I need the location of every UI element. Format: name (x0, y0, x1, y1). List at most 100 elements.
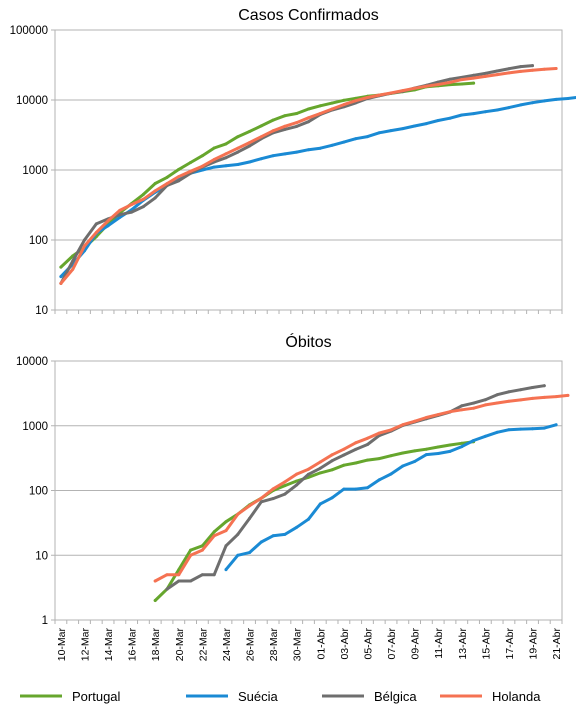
data-point-holanda (165, 182, 169, 186)
data-point-holanda (295, 472, 299, 476)
data-point-holanda (212, 534, 216, 538)
data-point-holanda (283, 124, 287, 128)
data-point-suecia (424, 122, 428, 126)
x-tick-label: 15-Abr (480, 627, 492, 659)
data-point-holanda (236, 512, 240, 516)
data-point-suecia (283, 152, 287, 156)
data-point-belgica (307, 120, 310, 124)
x-tick-label: 11-Abr (433, 628, 445, 659)
data-point-suecia (318, 502, 322, 506)
data-point-suecia (307, 148, 310, 152)
data-point-suecia (271, 534, 275, 538)
data-point-belgica (283, 492, 287, 496)
chart-panel-1: Casos Confirmados 10 100 1000 10000 100000 (10, 7, 576, 317)
data-point-holanda (236, 146, 240, 150)
data-point-suecia (200, 168, 204, 172)
data-point-holanda (413, 86, 417, 90)
data-point-belgica (460, 404, 464, 408)
data-point-suecia (354, 137, 358, 141)
data-point-portugal (212, 146, 216, 150)
data-point-holanda (495, 401, 499, 405)
y-tick-label: 10000 (16, 95, 48, 107)
data-point-portugal (271, 118, 275, 122)
data-point-suecia (318, 146, 322, 150)
data-point-suecia (377, 478, 381, 482)
data-point-suecia (542, 99, 546, 103)
data-point-portugal (318, 471, 322, 475)
data-point-holanda (401, 89, 405, 93)
x-tick-label: 05-Abr (362, 627, 374, 659)
data-point-suecia (330, 496, 334, 500)
y-tick-label: 1000 (22, 421, 48, 433)
data-point-portugal (212, 530, 216, 534)
plot-area (54, 29, 563, 311)
data-point-holanda (259, 496, 263, 500)
data-point-holanda (271, 129, 275, 133)
data-point-suecia (483, 434, 487, 438)
data-point-holanda (318, 112, 322, 115)
data-point-suecia (448, 116, 452, 120)
data-point-belgica (118, 213, 122, 217)
data-point-suecia (495, 108, 499, 112)
plot-area (54, 360, 563, 621)
data-point-portugal (283, 114, 287, 118)
data-point-belgica (542, 384, 546, 388)
chart-title: Casos Confirmados (238, 7, 379, 24)
data-point-holanda (342, 103, 346, 107)
data-point-holanda (212, 158, 216, 161)
data-point-portugal (472, 81, 476, 85)
data-point-suecia (507, 106, 511, 110)
data-point-portugal (236, 135, 240, 139)
data-point-holanda (177, 573, 181, 577)
data-point-suecia (472, 112, 476, 116)
data-point-portugal (153, 182, 157, 185)
data-point-portugal (259, 124, 263, 128)
data-point-belgica (519, 388, 523, 392)
x-tick-label: 01-Abr (315, 627, 327, 659)
data-point-holanda (424, 84, 428, 88)
data-point-portugal (283, 484, 287, 488)
data-point-portugal (153, 599, 157, 602)
data-point-suecia (460, 113, 464, 117)
data-point-holanda (71, 267, 75, 271)
x-tick-label: 20-Mar (174, 628, 186, 662)
data-point-suecia (483, 110, 487, 114)
data-point-portugal (448, 443, 452, 447)
x-tick-label: 19-Abr (528, 627, 540, 659)
data-point-holanda (531, 68, 534, 72)
data-point-holanda (389, 428, 393, 432)
data-point-suecia (118, 215, 122, 219)
data-point-holanda (200, 164, 204, 168)
data-point-suecia (366, 135, 369, 139)
data-point-portugal (295, 479, 299, 483)
data-point-portugal (354, 461, 358, 465)
data-point-belgica (83, 238, 86, 242)
data-point-holanda (366, 436, 369, 440)
data-point-suecia (531, 101, 534, 105)
data-point-belgica (236, 532, 240, 536)
data-point-portugal (424, 447, 428, 451)
data-point-portugal (389, 454, 393, 458)
x-tick-label: 16-Mar (127, 628, 139, 662)
x-tick-label: 13-Abr (457, 627, 469, 659)
y-tick-label: 1000 (22, 165, 48, 177)
data-point-portugal (377, 457, 381, 461)
data-point-holanda (424, 416, 428, 419)
data-point-holanda (330, 453, 334, 457)
x-tick-label: 26-Mar (245, 628, 257, 662)
data-point-holanda (83, 244, 86, 248)
data-point-holanda (436, 83, 440, 86)
data-point-belgica (472, 401, 476, 405)
data-point-portugal (165, 175, 169, 179)
data-point-suecia (554, 97, 558, 101)
x-tick-label: 24-Mar (221, 628, 233, 662)
data-point-portugal (460, 441, 464, 445)
data-point-belgica (248, 144, 251, 148)
data-point-belgica (354, 447, 358, 451)
data-point-holanda (224, 529, 228, 533)
data-point-holanda (94, 231, 98, 234)
data-point-suecia (554, 423, 558, 427)
data-point-belgica (189, 579, 193, 583)
data-point-holanda (507, 399, 511, 403)
